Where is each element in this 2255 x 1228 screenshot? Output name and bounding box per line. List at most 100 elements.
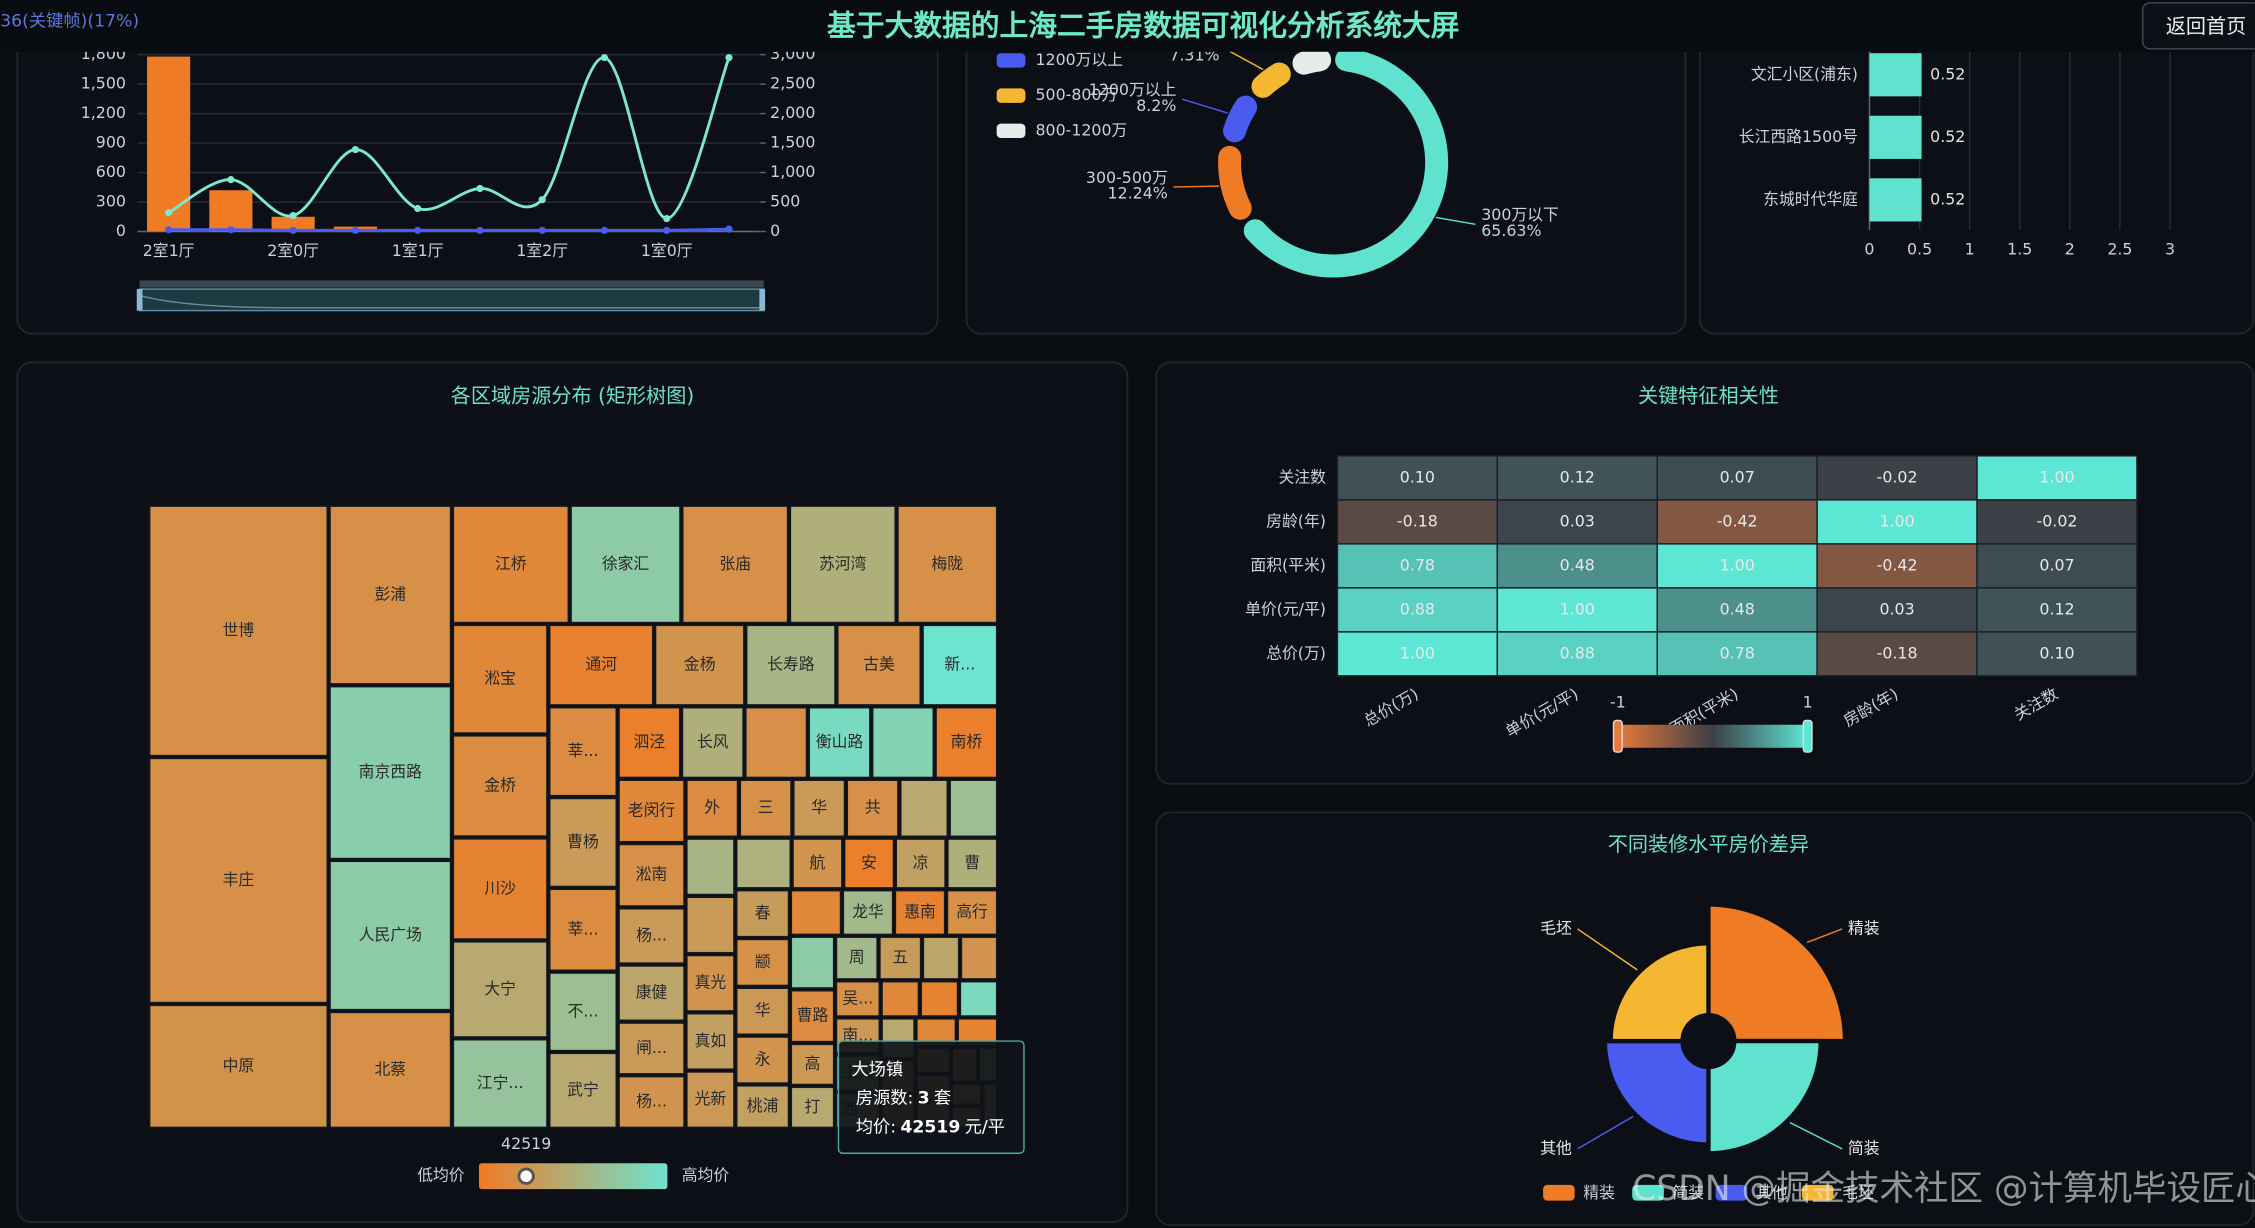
legend-label: 毛坯: [1842, 1183, 1874, 1202]
y-tick-label: 300: [96, 192, 126, 211]
treemap-cell: [329, 505, 452, 685]
line-point: [538, 196, 546, 204]
y-tick-label: 东城时代华庭: [1763, 189, 1858, 208]
legend-swatch: [996, 123, 1026, 139]
treemap-cell: [618, 779, 685, 843]
cell-label: 周: [849, 948, 865, 967]
heat-cell: [1976, 455, 2138, 501]
heat-cell: [1336, 543, 1499, 589]
cell-label: 凉: [913, 853, 929, 872]
cell-label: 高行: [956, 902, 988, 921]
cell-label: 苏河湾: [819, 554, 867, 573]
bar: [1869, 53, 1922, 97]
cell-label: 莘...: [568, 919, 599, 938]
cell-label: 川沙: [484, 878, 516, 897]
treemap-cell: [549, 797, 617, 888]
cell-label: 真如: [695, 1031, 727, 1050]
segment-label: 300万以下: [1481, 205, 1559, 224]
visual-map-bar: [1617, 724, 1808, 748]
value-label: 0.52: [1930, 127, 1965, 146]
cell-label: 龙华: [852, 902, 884, 921]
treemap-cell: [792, 838, 843, 889]
slider-handle[interactable]: [136, 289, 143, 311]
cell-label: 武宁: [567, 1080, 599, 1099]
cell-label: 华: [755, 1001, 771, 1020]
line-point: [351, 226, 359, 234]
treemap-cell: [452, 624, 548, 734]
heat-cell: [1816, 499, 1978, 545]
tooltip-box: [837, 1040, 1025, 1154]
tooltip-part: 3: [918, 1089, 930, 1109]
slider-preview: [142, 295, 761, 309]
cell-label: 彭浦: [374, 584, 406, 603]
treemap-cell: [789, 505, 896, 624]
treemap-cell: [790, 1043, 835, 1086]
heat-cell: [1976, 587, 2138, 633]
x-tick-label: 0: [1864, 240, 1874, 259]
legend-swatch: [996, 88, 1026, 103]
back-button[interactable]: 返回首页: [2141, 2, 2255, 50]
legend-label: 800-1200万: [1035, 120, 1127, 139]
slider-handle[interactable]: [759, 289, 766, 311]
legend-label: 简装: [1672, 1183, 1704, 1202]
legend-swatch: [1715, 1184, 1748, 1201]
cell-label: 老闵行: [628, 800, 676, 819]
cell-label: 共: [865, 798, 881, 817]
legend-swatch: [1632, 1184, 1664, 1201]
zoom-slider[interactable]: [136, 280, 766, 312]
cell-label: 华: [811, 798, 827, 817]
cell-label: -0.42: [1717, 511, 1758, 530]
cell-label: -0.18: [1397, 511, 1438, 530]
y-tick-label: 单价(元/平): [1245, 599, 1326, 618]
line-point: [227, 226, 235, 234]
heat-cell: [1496, 631, 1658, 677]
rose-sector: [1706, 902, 1848, 1044]
cell-label: 打: [805, 1097, 821, 1116]
back-button-box[interactable]: [2141, 2, 2255, 50]
treemap-cell: [808, 707, 871, 779]
line-point: [414, 204, 422, 213]
cell-label: 春: [755, 903, 771, 922]
legend-swatch: [1543, 1184, 1575, 1201]
cell-label: 0.10: [2039, 643, 2074, 662]
cell-label: 桃浦: [747, 1096, 779, 1115]
panel: [1698, 0, 2255, 335]
cell-label: 新...: [944, 655, 975, 674]
donut-segment: [1292, 48, 1332, 75]
treemap-cell: [746, 624, 836, 706]
treemap-cell: [947, 838, 998, 889]
cell-label: 1.00: [1720, 555, 1755, 574]
treemap-cell: [790, 1086, 835, 1129]
sector-label: 毛坯: [1540, 918, 1572, 937]
treemap-cell: [835, 936, 878, 980]
tooltip-part: 42519: [900, 1117, 960, 1137]
cell-label: 南京西路: [359, 762, 422, 781]
heat-cell: [1976, 631, 2138, 677]
cell-label: 0.10: [1400, 467, 1435, 486]
treemap-cell: [959, 981, 998, 1017]
heat-cell: [1336, 455, 1499, 501]
treemap-cell: [736, 1036, 790, 1084]
y-tick-label: 长江西路1500号: [1739, 127, 1858, 146]
cell-label: 长风: [697, 732, 729, 751]
back-button-label[interactable]: 返回首页: [2166, 14, 2247, 38]
donut-segment: [1223, 95, 1258, 143]
bar: [271, 216, 315, 232]
tooltip-part: 均价:: [856, 1117, 896, 1137]
treemap-cell: [618, 908, 685, 964]
panel: [16, 0, 939, 335]
x-tick-label: 2: [2065, 240, 2075, 259]
cell-label: 大宁: [484, 979, 516, 998]
bar: [209, 190, 253, 232]
header-title: 基于大数据的上海二手房数据可视化分析系统大屏: [827, 8, 1460, 42]
line-point: [351, 145, 359, 154]
treemap-cell: [686, 1071, 735, 1129]
cell-label: 北蔡: [374, 1059, 406, 1078]
x-tick-label: 0.5: [1907, 240, 1932, 259]
segment-value-label: 12.24%: [1108, 184, 1168, 203]
treemap-cell: [452, 735, 548, 837]
treemap-cell: [736, 889, 790, 938]
treemap-cell: [452, 1039, 548, 1129]
